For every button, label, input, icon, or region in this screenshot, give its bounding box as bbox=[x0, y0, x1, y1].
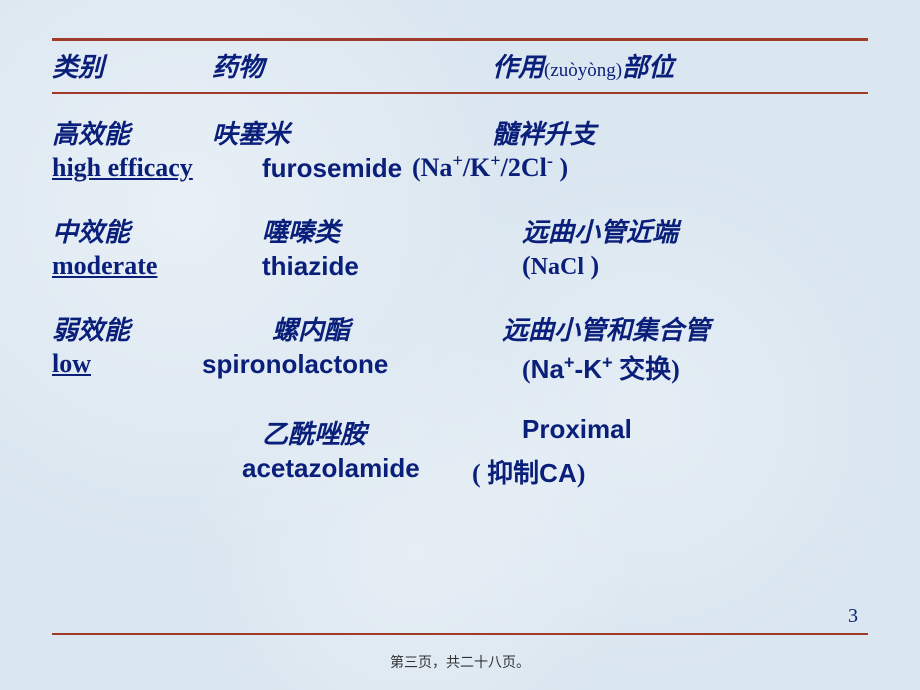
header-site-pre: 作用 bbox=[492, 53, 544, 82]
footer-text: 第三页，共二十八页。 bbox=[0, 652, 920, 672]
cell-site-en: (NaCl ) bbox=[522, 251, 868, 282]
mid-rule bbox=[52, 92, 868, 94]
top-rule bbox=[52, 38, 868, 41]
table-row: 高效能呋塞米髓袢升支high efficacyfurosemide(Na+/K+… bbox=[52, 114, 868, 184]
cell-category-zh: 高效能 bbox=[52, 114, 212, 151]
row-en: moderatethiazide(NaCl ) bbox=[52, 251, 868, 282]
row-zh: 乙酰唑胺Proximal bbox=[52, 414, 868, 451]
cell-drug-zh: 螺内酯 bbox=[272, 310, 502, 347]
cell-category-zh: 弱效能 bbox=[52, 310, 272, 347]
cell-drug-zh: 噻嗪类 bbox=[262, 212, 522, 249]
header-site-pinyin: (zuòyòng) bbox=[544, 60, 622, 81]
rows-container: 高效能呋塞米髓袢升支high efficacyfurosemide(Na+/K+… bbox=[52, 114, 868, 490]
cell-category-zh bbox=[52, 414, 262, 451]
row-en: lowspironolactone(Na+-K+ 交换) bbox=[52, 349, 868, 386]
cell-category-en: high efficacy bbox=[52, 153, 262, 184]
cell-site-zh: 髓袢升支 bbox=[492, 114, 868, 151]
cell-site-zh: 远曲小管近端 bbox=[522, 212, 868, 249]
cell-drug-en: spironolactone bbox=[202, 349, 522, 386]
cell-drug-zh: 乙酰唑胺 bbox=[262, 414, 522, 451]
cell-drug-en: thiazide bbox=[262, 251, 522, 282]
slide: 类别 药物 作用(zuòyòng)部位 高效能呋塞米髓袢升支high effic… bbox=[0, 0, 920, 690]
cell-site-zh: Proximal bbox=[522, 414, 868, 451]
cell-site-en: (Na+/K+/2Cl- ) bbox=[412, 153, 868, 184]
row-en: high efficacyfurosemide(Na+/K+/2Cl- ) bbox=[52, 153, 868, 184]
header-drug: 药物 bbox=[212, 47, 492, 84]
table-row: 乙酰唑胺Proximalacetazolamide( 抑制CA) bbox=[52, 414, 868, 490]
cell-category-en bbox=[52, 453, 242, 490]
table-row: 弱效能螺内酯远曲小管和集合管lowspironolactone(Na+-K+ 交… bbox=[52, 310, 868, 386]
header-site-post: 部位 bbox=[622, 53, 674, 82]
cell-category-en: moderate bbox=[52, 251, 262, 282]
cell-site-zh: 远曲小管和集合管 bbox=[502, 310, 868, 347]
cell-drug-en: acetazolamide bbox=[242, 453, 472, 490]
header-site: 作用(zuòyòng)部位 bbox=[492, 47, 868, 84]
row-zh: 中效能噻嗪类远曲小管近端 bbox=[52, 212, 868, 249]
row-zh: 弱效能螺内酯远曲小管和集合管 bbox=[52, 310, 868, 347]
row-en: acetazolamide( 抑制CA) bbox=[52, 453, 868, 490]
cell-drug-zh: 呋塞米 bbox=[212, 114, 492, 151]
cell-category-zh: 中效能 bbox=[52, 212, 262, 249]
row-zh: 高效能呋塞米髓袢升支 bbox=[52, 114, 868, 151]
table-row: 中效能噻嗪类远曲小管近端moderatethiazide(NaCl ) bbox=[52, 212, 868, 282]
cell-site-en: ( 抑制CA) bbox=[472, 453, 868, 490]
header-category: 类别 bbox=[52, 47, 212, 84]
table-header: 类别 药物 作用(zuòyòng)部位 bbox=[52, 47, 868, 84]
cell-drug-en: furosemide bbox=[262, 153, 412, 184]
cell-category-en: low bbox=[52, 349, 202, 386]
page-number: 3 bbox=[848, 605, 858, 628]
bottom-rule bbox=[52, 633, 868, 635]
cell-site-en: (Na+-K+ 交换) bbox=[522, 349, 868, 386]
